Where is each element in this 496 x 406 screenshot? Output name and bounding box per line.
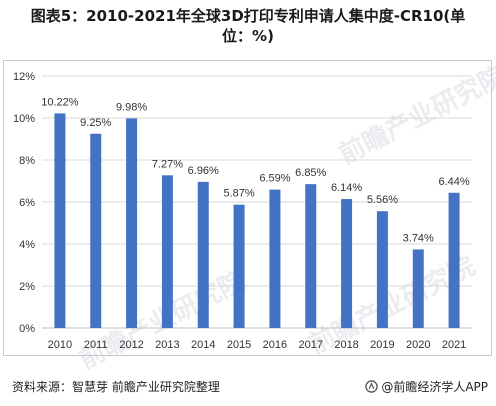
bar xyxy=(412,249,424,328)
x-tick-label: 2011 xyxy=(84,339,108,351)
bar xyxy=(54,113,66,328)
y-tick-label: 4% xyxy=(19,239,35,251)
brand-label: @前瞻经济学人APP xyxy=(381,380,488,394)
bar xyxy=(197,181,209,328)
brand-logo-icon xyxy=(365,380,379,393)
x-tick-label: 2019 xyxy=(370,339,394,351)
bar xyxy=(90,133,102,328)
bar xyxy=(376,211,388,328)
source-note: 资料来源：智慧芽 前瞻产业研究院整理 xyxy=(12,380,220,394)
data-label: 6.14% xyxy=(331,182,362,194)
bar xyxy=(341,199,353,328)
bar xyxy=(305,184,317,328)
data-label: 10.22% xyxy=(41,96,79,108)
brand-credit: @前瞻经济学人APP xyxy=(365,378,488,395)
y-tick-label: 2% xyxy=(19,281,35,293)
x-tick-label: 2014 xyxy=(191,339,215,351)
data-label: 6.96% xyxy=(188,165,219,177)
bar xyxy=(233,204,245,328)
x-tick-label: 2016 xyxy=(263,339,287,351)
data-label: 6.59% xyxy=(259,173,290,185)
y-tick-label: 0% xyxy=(19,323,35,335)
y-tick-label: 12% xyxy=(13,71,35,83)
data-label: 5.87% xyxy=(223,188,254,200)
x-tick-label: 2013 xyxy=(155,339,179,351)
x-tick-label: 2012 xyxy=(119,339,143,351)
chart-frame xyxy=(3,60,492,356)
x-tick-label: 2018 xyxy=(334,339,358,351)
y-tick-label: 6% xyxy=(19,197,35,209)
data-label: 3.74% xyxy=(403,232,434,244)
x-tick-label: 2015 xyxy=(227,339,251,351)
x-tick-label: 2020 xyxy=(406,339,430,351)
data-label: 7.27% xyxy=(152,158,183,170)
chart-title: 图表5：2010-2021年全球3D打印专利申请人集中度-CR10(单位：%) xyxy=(30,7,466,45)
data-label: 6.44% xyxy=(438,176,469,188)
footer: 资料来源：智慧芽 前瞻产业研究院整理 @前瞻经济学人APP xyxy=(0,364,496,406)
y-tick-label: 8% xyxy=(19,155,35,167)
x-tick-label: 2021 xyxy=(442,339,466,351)
data-label: 5.56% xyxy=(367,194,398,206)
data-label: 9.25% xyxy=(80,117,111,129)
data-label: 9.98% xyxy=(116,101,147,113)
data-label: 6.85% xyxy=(295,167,326,179)
bar xyxy=(448,192,460,328)
x-tick-label: 2017 xyxy=(299,339,323,351)
x-tick-label: 2010 xyxy=(48,339,72,351)
y-tick-label: 10% xyxy=(13,113,35,125)
bar xyxy=(269,189,281,328)
bar xyxy=(161,175,173,328)
bar xyxy=(126,118,138,328)
